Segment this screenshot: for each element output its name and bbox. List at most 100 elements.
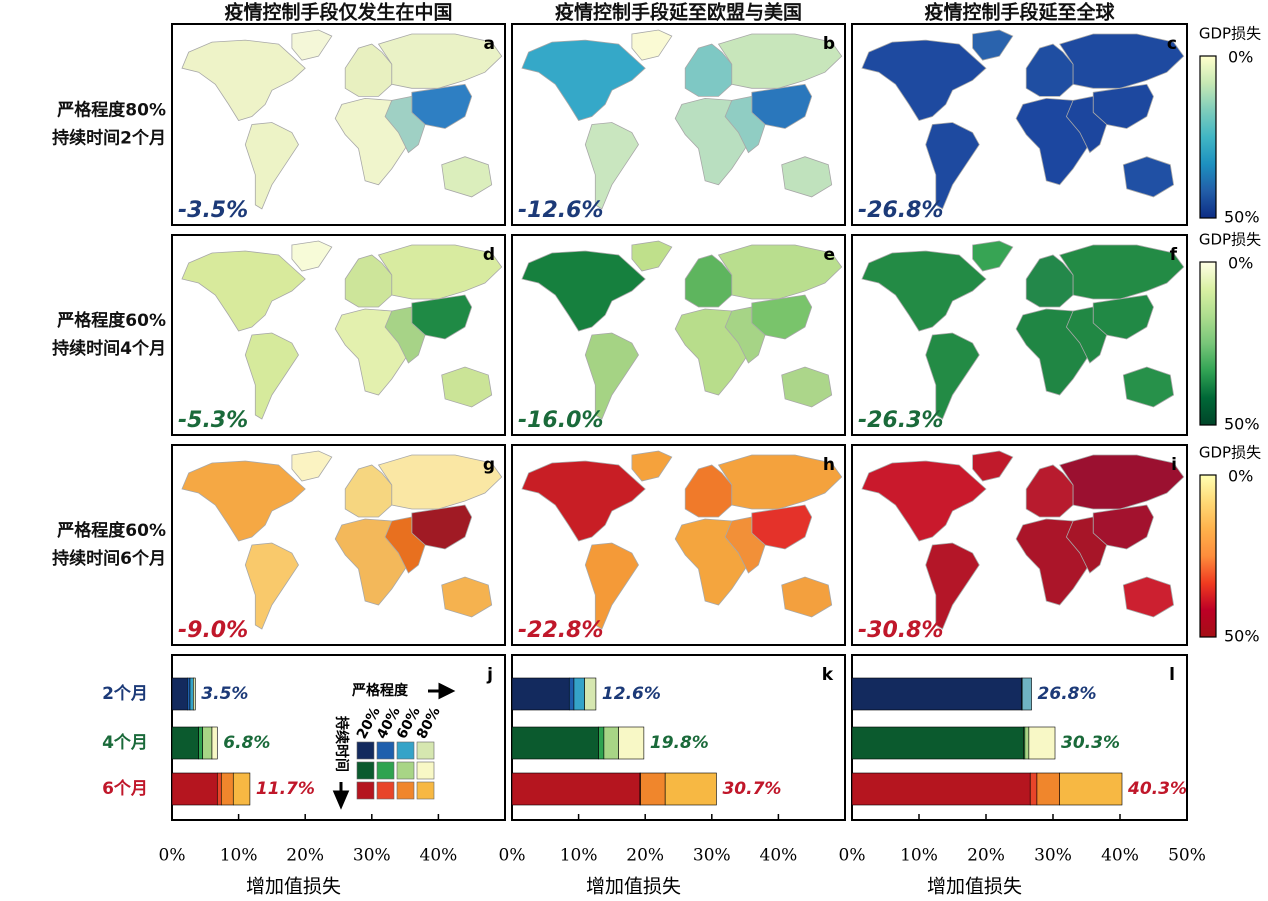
map-region bbox=[521, 39, 646, 121]
map-region bbox=[291, 450, 333, 482]
map-region bbox=[181, 250, 306, 332]
total-label: 40.3% bbox=[1127, 779, 1187, 799]
map-value-label: -22.8% bbox=[518, 618, 603, 643]
bar-segment bbox=[640, 772, 666, 806]
map-region bbox=[631, 29, 673, 61]
bar-segment bbox=[1028, 726, 1056, 760]
legend-swatch bbox=[396, 761, 415, 780]
colorbar bbox=[1199, 261, 1217, 426]
map-region bbox=[925, 332, 980, 420]
x-tick-label: 20% bbox=[286, 846, 324, 866]
map-region bbox=[631, 450, 673, 482]
bar-segment bbox=[851, 772, 1031, 806]
map-region bbox=[291, 240, 333, 272]
x-tick-label: 10% bbox=[220, 846, 258, 866]
map-region bbox=[861, 460, 987, 542]
category-label: 6个月 bbox=[102, 778, 148, 799]
bar-segment bbox=[511, 772, 641, 806]
row-label: 持续时间4个月 bbox=[52, 338, 166, 359]
bar-segment bbox=[232, 772, 251, 806]
panel-letter: g bbox=[483, 455, 495, 475]
bar-segment bbox=[511, 677, 570, 711]
map-value-label: -9.0% bbox=[178, 618, 248, 643]
bar-segment bbox=[573, 677, 585, 711]
map-region bbox=[724, 95, 766, 154]
column-title: 疫情控制手段延至全球 bbox=[924, 1, 1115, 24]
bar-segment bbox=[598, 726, 605, 760]
map-region bbox=[1065, 95, 1108, 154]
x-axis-label: 增加值损失 bbox=[586, 876, 681, 898]
x-tick-label: 10% bbox=[560, 846, 598, 866]
total-label: 11.7% bbox=[256, 779, 315, 799]
map-region bbox=[181, 460, 306, 542]
bar-segment bbox=[511, 726, 599, 760]
map-region bbox=[1065, 516, 1108, 574]
map-region bbox=[584, 332, 639, 420]
legend-swatch bbox=[356, 741, 375, 760]
bar-segment bbox=[220, 772, 234, 806]
panel-letter: h bbox=[823, 455, 835, 475]
legend-swatch bbox=[376, 781, 395, 800]
total-label: 6.8% bbox=[223, 733, 270, 753]
map-region bbox=[717, 244, 843, 300]
bar-segment bbox=[1059, 772, 1123, 806]
bar-segment bbox=[1024, 726, 1030, 760]
map-region bbox=[972, 240, 1014, 272]
legend-swatch bbox=[356, 761, 375, 780]
map-region bbox=[631, 240, 673, 272]
x-axis-label: 增加值损失 bbox=[927, 876, 1022, 898]
bar-segment bbox=[193, 677, 196, 711]
x-tick-label: 30% bbox=[353, 846, 391, 866]
map-region bbox=[861, 250, 987, 332]
total-label: 30.3% bbox=[1061, 733, 1120, 753]
colorbar-title: GDP损失 bbox=[1199, 231, 1261, 249]
map-region bbox=[181, 39, 306, 121]
x-tick-label: 30% bbox=[1034, 846, 1072, 866]
map-region bbox=[972, 450, 1014, 482]
legend-arrow bbox=[332, 782, 350, 810]
bar-segment bbox=[851, 677, 1022, 711]
x-tick-label: 40% bbox=[760, 846, 798, 866]
panel-letter: l bbox=[1169, 665, 1175, 685]
total-label: 12.6% bbox=[602, 684, 661, 704]
map-region bbox=[291, 29, 333, 61]
x-axis-label: 增加值损失 bbox=[246, 876, 341, 898]
legend-swatch bbox=[396, 781, 415, 800]
map-region bbox=[441, 576, 493, 618]
legend-title: 持续时间 bbox=[333, 716, 350, 772]
map-region bbox=[724, 306, 766, 364]
map-region bbox=[244, 542, 299, 630]
map-region bbox=[244, 332, 299, 420]
bar-segment bbox=[851, 726, 1024, 760]
panel-letter: k bbox=[822, 665, 834, 685]
total-label: 26.8% bbox=[1038, 684, 1097, 704]
map-value-label: -26.3% bbox=[858, 408, 943, 433]
map-region bbox=[377, 33, 503, 89]
map-region bbox=[781, 366, 833, 408]
map-region bbox=[521, 460, 646, 542]
colorbar-label: 0% bbox=[1228, 254, 1253, 273]
bar-segment bbox=[187, 677, 191, 711]
x-tick-label: 50% bbox=[1168, 846, 1206, 866]
map-region bbox=[584, 122, 639, 210]
legend-arrow bbox=[428, 682, 456, 700]
legend-swatch bbox=[376, 741, 395, 760]
total-label: 30.7% bbox=[722, 779, 781, 799]
row-label: 严格程度60% bbox=[57, 310, 166, 331]
map-value-label: -12.6% bbox=[518, 198, 603, 223]
map-region bbox=[441, 156, 493, 198]
bar-segment bbox=[1029, 772, 1038, 806]
colorbar-label: 50% bbox=[1224, 627, 1260, 646]
map-region bbox=[724, 516, 766, 574]
colorbar-label: 0% bbox=[1228, 467, 1253, 486]
map-region bbox=[925, 542, 980, 630]
map-region bbox=[717, 454, 843, 510]
map-region bbox=[717, 33, 843, 89]
colorbar-label: 50% bbox=[1224, 208, 1260, 227]
map-region bbox=[384, 306, 426, 364]
map-region bbox=[1065, 306, 1108, 364]
panel-letter: a bbox=[484, 34, 495, 54]
bar-segment bbox=[171, 726, 199, 760]
bar-segment bbox=[171, 677, 188, 711]
